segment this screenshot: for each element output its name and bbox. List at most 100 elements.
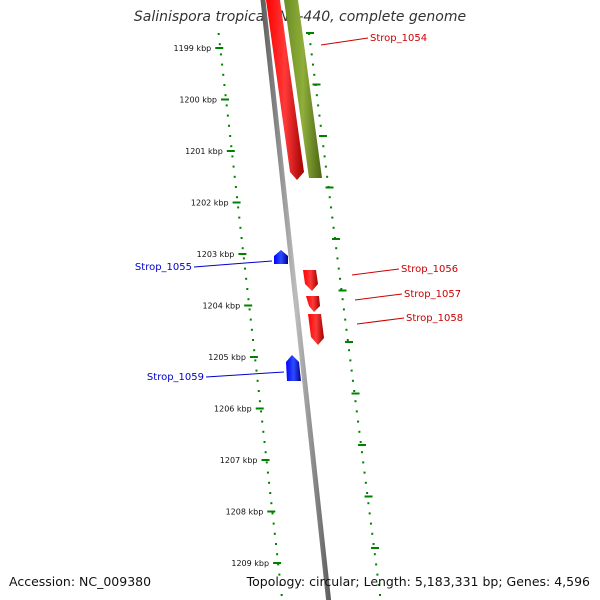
scale-dot <box>322 145 325 148</box>
scale-dot <box>269 492 272 494</box>
scale-dot <box>239 226 242 229</box>
scale-dot <box>240 237 243 239</box>
scale-dot <box>371 532 374 535</box>
scale-dot <box>336 257 339 260</box>
scale-dot <box>273 532 276 535</box>
scale-dot <box>358 430 361 433</box>
scale-dot <box>218 43 221 46</box>
scale-dot <box>346 339 349 341</box>
scale-dot <box>344 318 347 321</box>
scale-dot <box>238 216 241 219</box>
scale-dot <box>264 451 267 454</box>
gene-arrow-strop-1059[interactable] <box>286 355 301 381</box>
scale-dot <box>345 328 348 331</box>
scale-dot <box>221 63 224 66</box>
gene-arrow-strop-1055[interactable] <box>274 250 288 264</box>
scale-dot <box>339 277 342 280</box>
gene-label-strop-1056[interactable]: Strop_1056 <box>401 264 458 275</box>
scale-dot <box>354 400 357 403</box>
scale-dot <box>357 420 360 423</box>
gene-label-strop-1059[interactable]: Strop_1059 <box>147 372 204 383</box>
scale-dot <box>226 114 229 117</box>
scale-dot <box>366 492 369 494</box>
scale-dot <box>350 369 353 372</box>
scale-dots <box>217 33 381 596</box>
scale-dot <box>258 400 261 403</box>
gene-arrow-strop-1058[interactable] <box>308 314 324 345</box>
scale-dot <box>242 257 245 260</box>
ruler-tick-label: 1208 kbp <box>226 508 264 517</box>
gene-features <box>266 0 324 381</box>
gene-label-strop-1057[interactable]: Strop_1057 <box>404 289 461 300</box>
scale-dot <box>249 318 252 321</box>
gene-label-leader <box>205 371 285 378</box>
scale-dot <box>368 512 371 515</box>
gene-label-strop-1055[interactable]: Strop_1055 <box>135 262 192 273</box>
scale-dot <box>272 522 275 525</box>
scale-dot <box>372 543 375 545</box>
scale-dot <box>362 461 365 464</box>
ruler-tick-label: 1202 kbp <box>191 199 229 208</box>
gene-label-leader <box>193 260 273 268</box>
scale-dot <box>367 502 370 505</box>
scale-dot <box>233 175 236 178</box>
ruler-tick-label: 1204 kbp <box>202 302 240 311</box>
scale-dot <box>326 175 329 178</box>
scale-dot <box>265 461 268 464</box>
scale-dot <box>311 63 314 66</box>
scale-dot <box>331 216 334 219</box>
scale-dot <box>349 359 352 362</box>
scale-dot <box>355 410 358 413</box>
ruler-tick-label: 1205 kbp <box>208 353 246 362</box>
scale-dot <box>261 420 264 423</box>
scale-dot <box>270 502 273 505</box>
gene-arrow-strop-1056[interactable] <box>303 270 318 291</box>
scale-dot <box>241 247 244 250</box>
scale-dot <box>234 186 237 188</box>
genome-backbone-line <box>260 0 332 600</box>
gene-forward-partial <box>266 0 304 180</box>
gene-arrow-strop-1054[interactable] <box>284 0 322 178</box>
scale-dot <box>373 553 376 556</box>
scale-dot <box>280 594 283 596</box>
scale-dot <box>257 390 260 392</box>
ruler-tick-label: 1206 kbp <box>214 405 252 414</box>
scale-dot <box>256 379 259 382</box>
scale-dot <box>217 33 220 35</box>
scale-dot <box>332 226 335 229</box>
scale-dot <box>229 135 232 137</box>
scale-dot <box>318 114 321 117</box>
scale-dot <box>246 288 249 290</box>
gene-arrow-strop-1057[interactable] <box>306 296 320 312</box>
gene-label-strop-1054[interactable]: Strop_1054 <box>370 33 427 44</box>
scale-dot <box>227 124 230 127</box>
gene-label-leader <box>351 268 400 276</box>
scale-dot <box>319 124 322 127</box>
scale-dot <box>232 165 235 168</box>
scale-dot <box>222 73 225 76</box>
gene-label-strop-1058[interactable]: Strop_1058 <box>406 313 463 324</box>
scale-dot <box>255 369 258 372</box>
scale-dot <box>271 512 274 515</box>
ruler-tick-label: 1200 kbp <box>179 96 217 105</box>
scale-dot <box>279 583 282 586</box>
scale-dot <box>364 481 367 484</box>
scale-dot <box>376 573 379 576</box>
scale-dot <box>254 359 257 362</box>
ruler-tick-label: 1209 kbp <box>231 559 269 568</box>
ruler-tick-label: 1199 kbp <box>174 44 212 53</box>
ruler-tick-label: 1203 kbp <box>197 250 235 259</box>
scale-dot <box>359 441 362 443</box>
scale-dot <box>263 441 266 443</box>
scale-dot <box>342 308 345 311</box>
scale-dot <box>237 206 240 209</box>
scale-dot <box>266 471 269 474</box>
scale-dot <box>351 379 354 382</box>
genome-summary-text: Topology: circular; Length: 5,183,331 bp… <box>246 574 590 589</box>
scale-dot <box>310 53 313 56</box>
gene-labels: Strop_1054 Strop_1055 Strop_1056 Strop_1057… <box>135 33 463 383</box>
scale-dot <box>353 390 356 392</box>
scale-dot <box>276 553 279 556</box>
scale-dot <box>277 563 280 566</box>
